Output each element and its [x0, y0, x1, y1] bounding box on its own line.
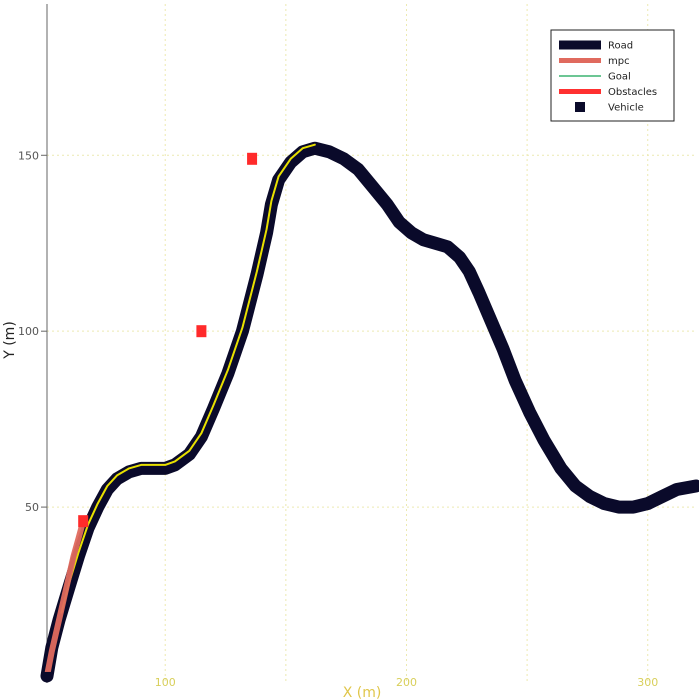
x-tick-label: 300	[637, 676, 658, 689]
series	[40, 141, 699, 683]
series-line-goal	[60, 143, 316, 614]
legend: Road mpc Goal Obstacles Vehicle	[550, 29, 675, 122]
series-line-road	[40, 141, 699, 683]
legend-label-obstacles: Obstacles	[608, 87, 657, 98]
obstacle-marker	[196, 325, 207, 338]
obstacle-marker	[247, 152, 258, 165]
vehicle-marker	[43, 671, 51, 680]
legend-label-mpc: mpc	[608, 56, 630, 67]
legend-label-road: Road	[608, 41, 633, 52]
x-tick-label: 100	[155, 676, 176, 689]
y-axis-label: Y (m)	[2, 321, 18, 360]
series-line-mpc	[44, 518, 87, 679]
x-axis-label: X (m)	[343, 685, 382, 700]
markers	[43, 152, 258, 680]
x-tick-label: 200	[396, 676, 417, 689]
legend-swatch-vehicle	[575, 102, 585, 112]
tick-labels: 100 200 300 50 100 150	[18, 149, 658, 689]
grid	[47, 4, 696, 683]
obstacle-marker	[78, 515, 89, 528]
legend-label-goal: Goal	[608, 72, 631, 83]
y-tick-label: 100	[18, 325, 39, 338]
y-tick-label: 150	[18, 149, 39, 162]
legend-label-vehicle: Vehicle	[608, 103, 644, 114]
axes	[41, 4, 48, 683]
y-tick-label: 50	[25, 501, 39, 514]
